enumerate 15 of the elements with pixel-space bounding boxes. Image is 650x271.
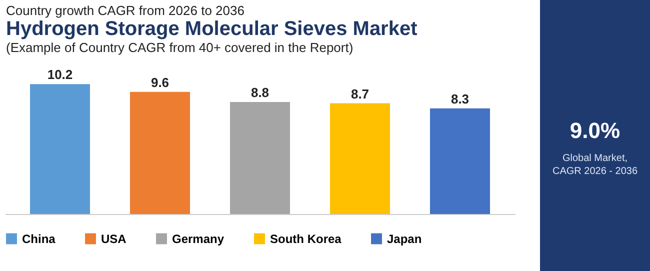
legend-label: South Korea <box>270 232 342 246</box>
text: Global Market, CAGR 2026 - 2036 <box>551 152 639 178</box>
text: Country growth CAGR from 2026 to 2036 <box>6 3 246 18</box>
text: 9.0% <box>568 118 622 144</box>
legend-label: China <box>22 232 56 246</box>
data-label: 10.2 <box>47 67 73 82</box>
data-label: 8.7 <box>350 86 370 102</box>
chart-subtitle: (Example of Country CAGR from 40+ covered in the Report) <box>6 40 354 55</box>
data-label: 8.3 <box>450 91 470 106</box>
data-label: 9.6 <box>150 74 170 90</box>
legend-label: Japan <box>387 232 422 246</box>
legend-label: USA <box>101 232 127 246</box>
data-label: 8.8 <box>250 85 270 100</box>
legend-label: Germany <box>172 232 224 246</box>
chart-title: Hydrogen Storage Molecular Sieves Market <box>6 18 418 40</box>
